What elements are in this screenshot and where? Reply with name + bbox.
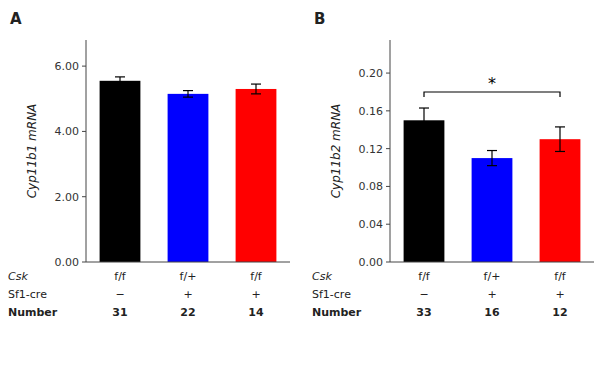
row-label: Sf1-cre: [8, 288, 47, 301]
category-label: −: [419, 288, 428, 301]
category-label: +: [251, 288, 260, 301]
category-label: 16: [484, 306, 500, 319]
background: [0, 0, 608, 382]
y-tick: [386, 73, 390, 74]
y-tick: [82, 131, 86, 132]
category-label: 14: [248, 306, 264, 319]
error-cap: [251, 93, 261, 94]
category-label: f/+: [484, 270, 501, 283]
y-tick-label: 0.00: [55, 256, 80, 269]
y-tick-label: 0.04: [359, 218, 384, 231]
category-label: f/f: [250, 270, 263, 283]
category-label: +: [555, 288, 564, 301]
bar: [472, 158, 513, 262]
category-label: 33: [416, 306, 431, 319]
error-cap: [487, 165, 497, 166]
y-tick-label: 0.20: [359, 67, 384, 80]
y-tick: [386, 110, 390, 111]
error-line: [119, 77, 120, 85]
error-cap: [183, 90, 193, 91]
error-line: [491, 151, 492, 166]
category-label: f/+: [180, 270, 197, 283]
panel: A Cyp11b1 mRNA 0.00 2.00 4.00 6.00 Csk f/f f/+ f/…: [8, 10, 290, 319]
row-label: Number: [312, 306, 362, 319]
error-cap: [183, 97, 193, 98]
bar: [100, 81, 141, 262]
bar: [236, 89, 277, 262]
y-tick-label: 0.16: [359, 105, 384, 118]
bar: [404, 120, 445, 262]
y-tick: [82, 262, 86, 263]
error-cap: [115, 76, 125, 77]
error-bar: [555, 127, 565, 152]
plot-area: [100, 77, 277, 262]
error-line: [255, 84, 256, 94]
y-tick: [386, 186, 390, 187]
y-tick: [386, 148, 390, 149]
y-axis-label: Cyp11b1 mRNA: [25, 104, 39, 199]
error-bar: [419, 108, 429, 133]
y-tick-label: 2.00: [55, 191, 80, 204]
y-tick: [386, 262, 390, 263]
error-cap: [419, 132, 429, 133]
error-cap: [555, 151, 565, 152]
category-label: +: [183, 288, 192, 301]
significance-text: *: [488, 74, 496, 93]
y-axis-line: [86, 40, 87, 262]
error-cap: [487, 150, 497, 151]
y-tick: [82, 196, 86, 197]
x-axis-line: [86, 262, 290, 263]
row-label: Sf1-cre: [312, 288, 351, 301]
error-cap: [419, 107, 429, 108]
y-tick-label: 0.12: [359, 143, 384, 156]
category-label: 22: [180, 306, 195, 319]
panel: B Cyp11b2 mRNA 0.00 0.04 0.08 0.12 0.16 0.20 Csk…: [312, 10, 594, 319]
panel-title: B: [314, 10, 325, 28]
category-label: −: [115, 288, 124, 301]
category-label: f/f: [418, 270, 431, 283]
category-label: +: [487, 288, 496, 301]
y-axis-label: Cyp11b2 mRNA: [329, 104, 343, 199]
error-bar: [115, 77, 125, 85]
category-label: 12: [552, 306, 567, 319]
row-label: Csk: [8, 270, 28, 283]
y-tick: [386, 224, 390, 225]
error-line: [559, 127, 560, 152]
row-label: Number: [8, 306, 58, 319]
error-cap: [115, 84, 125, 85]
row-label: Csk: [312, 270, 332, 283]
error-bar: [183, 91, 193, 98]
x-axis-line: [390, 262, 594, 263]
y-tick: [82, 66, 86, 67]
error-cap: [251, 83, 261, 84]
error-bar: [251, 84, 261, 94]
y-tick-label: 0.08: [359, 180, 384, 193]
error-line: [423, 108, 424, 133]
panel-title: A: [10, 10, 22, 28]
category-label: f/f: [114, 270, 127, 283]
error-line: [187, 91, 188, 98]
y-tick-label: 4.00: [55, 125, 80, 138]
category-label: 31: [112, 306, 127, 319]
error-cap: [555, 126, 565, 127]
error-bar: [487, 151, 497, 166]
bar: [540, 139, 581, 262]
chart: A Cyp11b1 mRNA 0.00 2.00 4.00 6.00 Csk f/f f/+ f/…: [0, 0, 608, 382]
category-label: f/f: [554, 270, 567, 283]
y-tick-label: 0.00: [359, 256, 384, 269]
significance-bar: *: [424, 74, 560, 97]
bar: [168, 94, 209, 262]
plot-area: [404, 108, 581, 262]
y-tick-label: 6.00: [55, 60, 80, 73]
